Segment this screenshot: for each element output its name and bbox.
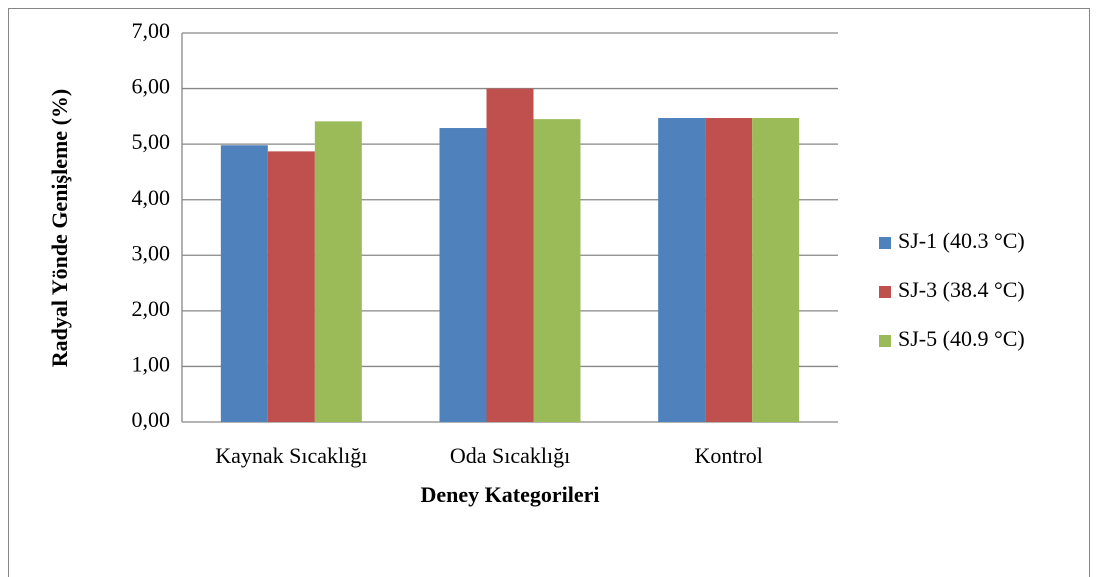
x-tick-label: Oda Sıcaklığı bbox=[450, 443, 570, 468]
y-tick-label: 7,00 bbox=[132, 18, 171, 43]
bar bbox=[752, 118, 800, 422]
y-tick-label: 4,00 bbox=[132, 185, 171, 210]
bar bbox=[658, 118, 706, 422]
legend-label: SJ-5 (40.9 °C) bbox=[898, 326, 1025, 351]
y-tick-label: 1,00 bbox=[132, 351, 171, 376]
legend-swatch bbox=[879, 286, 891, 298]
y-tick-label: 3,00 bbox=[132, 240, 171, 265]
x-axis-title: Deney Kategorileri bbox=[421, 482, 600, 507]
bar bbox=[314, 121, 362, 422]
y-tick-label: 0,00 bbox=[132, 407, 171, 432]
legend-swatch bbox=[879, 237, 891, 249]
legend-swatch bbox=[879, 335, 891, 347]
legend-label: SJ-1 (40.3 °C) bbox=[898, 228, 1025, 253]
bar bbox=[533, 119, 581, 422]
legend-label: SJ-3 (38.4 °C) bbox=[898, 277, 1025, 302]
y-axis-title: Radyal Yönde Genişleme (%) bbox=[47, 89, 72, 367]
y-tick-label: 5,00 bbox=[132, 129, 171, 154]
bar bbox=[486, 88, 534, 423]
bar bbox=[439, 128, 487, 422]
y-tick-label: 6,00 bbox=[132, 74, 171, 99]
x-tick-label: Kontrol bbox=[694, 443, 762, 468]
bar bbox=[220, 145, 268, 423]
y-tick-label: 2,00 bbox=[132, 296, 171, 321]
bar bbox=[705, 118, 753, 422]
x-tick-label: Kaynak Sıcaklığı bbox=[215, 443, 367, 468]
bar bbox=[267, 151, 315, 423]
